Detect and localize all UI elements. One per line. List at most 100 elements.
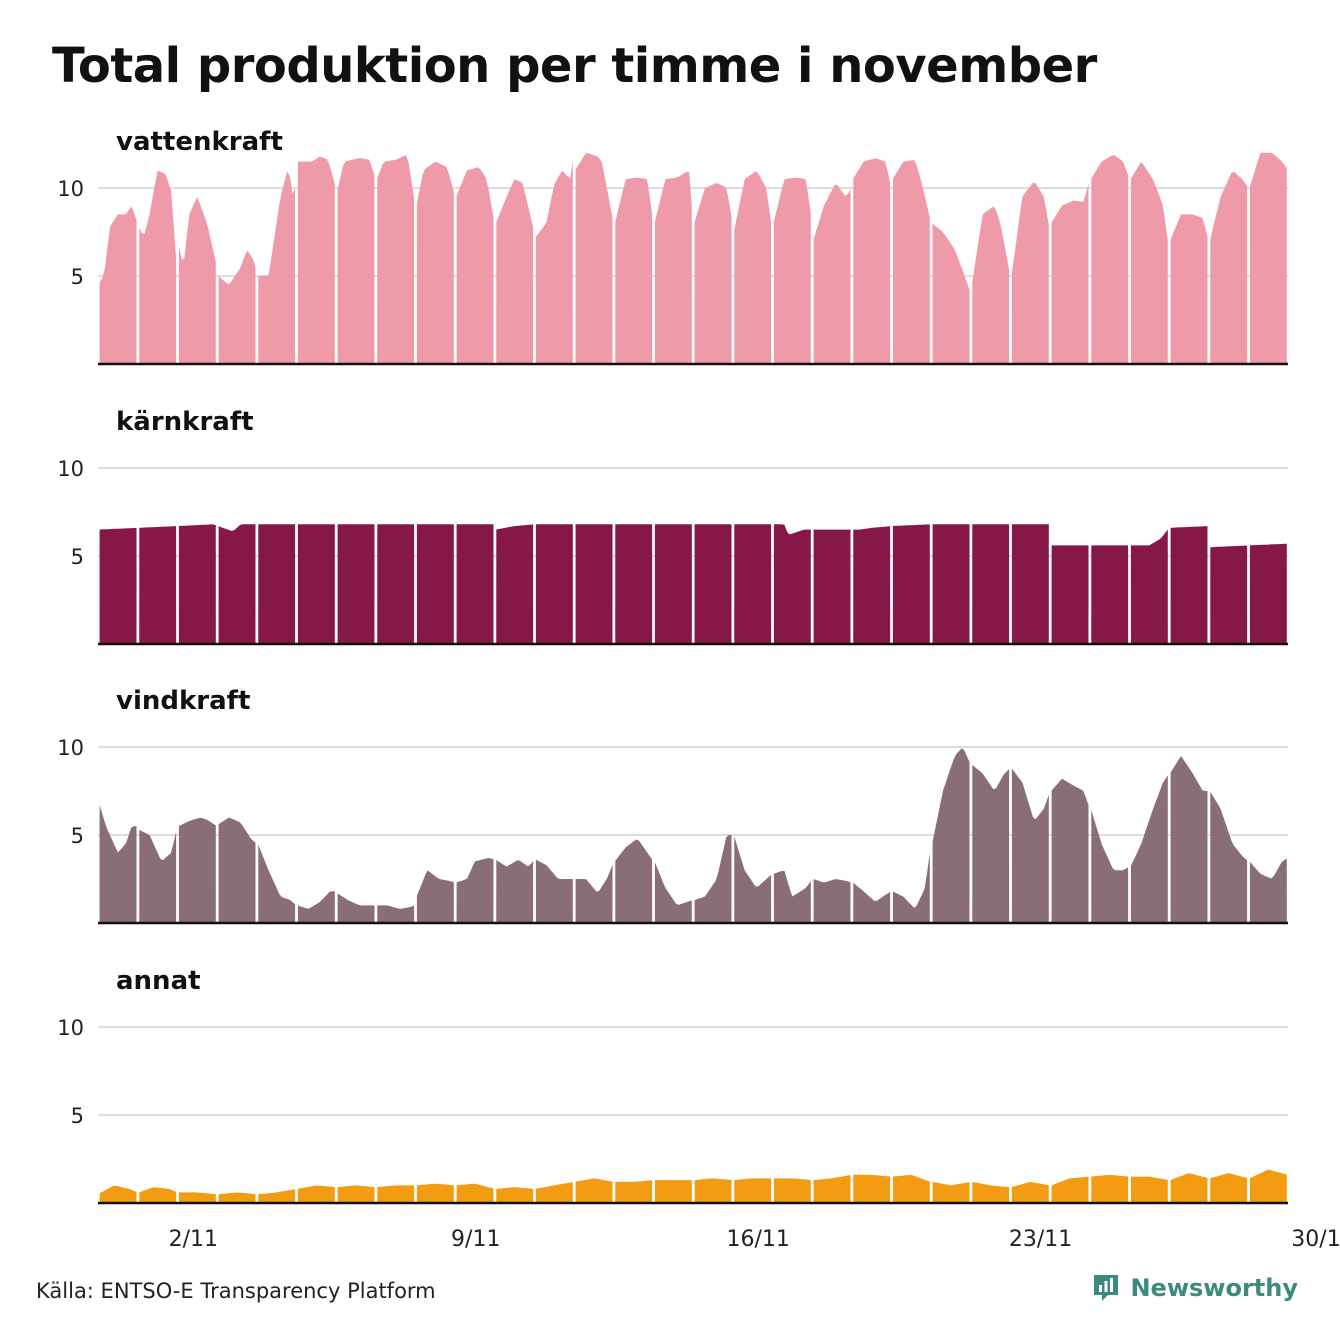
- vindkraft-day-12: [535, 859, 573, 923]
- vattenkraft-day-28: [1170, 214, 1208, 364]
- kärnkraft-day-5: [258, 524, 296, 644]
- annat-day-19: [813, 1175, 851, 1203]
- kärnkraft-day-1: [99, 527, 137, 644]
- annat-day-20: [853, 1174, 891, 1203]
- x-tick-label: 16/11: [726, 1227, 789, 1252]
- vattenkraft-day-20: [853, 158, 891, 364]
- vattenkraft-day-4: [218, 250, 256, 364]
- kärnkraft-day-26: [1091, 545, 1129, 644]
- panel-vattenkraft: vattenkraft 5 10: [57, 127, 1288, 366]
- vattenkraft-day-23: [972, 206, 1010, 364]
- kärnkraft-day-21: [892, 524, 930, 644]
- annat-day-24: [1011, 1181, 1049, 1203]
- vattenkraft-day-15: [654, 171, 692, 364]
- vattenkraft-day-24: [1011, 182, 1049, 364]
- kärnkraft-day-9: [416, 524, 454, 644]
- kärnkraft-day-13: [575, 524, 613, 644]
- vindkraft-day-3: [178, 817, 216, 923]
- panel-kärnkraft: kärnkraft 5 10: [57, 407, 1288, 646]
- vattenkraft-day-6: [297, 157, 335, 364]
- kärnkraft-day-17: [734, 524, 772, 644]
- vattenkraft-day-8: [377, 155, 415, 364]
- annat-day-28: [1170, 1173, 1208, 1203]
- chart-area: vattenkraft510kärnkraft510vindkraft510an…: [57, 127, 1340, 1252]
- y-tick-label: 5: [71, 1104, 84, 1128]
- vindkraft-day-10: [456, 858, 494, 923]
- annat-day-2: [139, 1187, 177, 1203]
- kärnkraft-day-24: [1011, 524, 1049, 644]
- annat-day-29: [1210, 1173, 1248, 1203]
- annat-day-27: [1130, 1176, 1168, 1203]
- annat-day-7: [337, 1185, 375, 1203]
- vattenkraft-day-30: [1249, 152, 1287, 364]
- vattenkraft-day-18: [773, 177, 811, 364]
- vindkraft-day-13: [575, 864, 613, 923]
- panel-vindkraft: vindkraft 5 10: [57, 686, 1288, 925]
- kärnkraft-day-11: [496, 524, 534, 644]
- brand-name: Newsworthy: [1130, 1274, 1298, 1302]
- kärnkraft-day-29: [1210, 545, 1248, 644]
- annat-day-8: [377, 1185, 415, 1203]
- vattenkraft-day-17: [734, 171, 772, 364]
- kärnkraft-day-4: [218, 524, 256, 644]
- vindkraft-day-30: [1249, 858, 1287, 923]
- annat-day-12: [535, 1182, 573, 1203]
- vattenkraft-day-3: [178, 197, 216, 364]
- kärnkraft-day-16: [694, 524, 732, 644]
- annat-day-14: [615, 1180, 653, 1203]
- source-note: Källa: ENTSO-E Transparency Platform: [36, 1279, 436, 1303]
- brand-logo[interactable]: Newsworthy: [1092, 1273, 1298, 1303]
- x-tick-label: 23/11: [1009, 1227, 1072, 1252]
- y-tick-label: 10: [57, 457, 84, 481]
- kärnkraft-day-12: [535, 524, 573, 644]
- annat-day-11: [496, 1187, 534, 1203]
- chart-title: Total produktion per timme i november: [52, 38, 1097, 94]
- panel-label-vindkraft: vindkraft: [116, 686, 250, 716]
- annat-day-22: [932, 1182, 970, 1203]
- vindkraft-day-2: [139, 829, 177, 923]
- vattenkraft-day-26: [1091, 155, 1129, 364]
- vattenkraft-day-1: [99, 206, 137, 364]
- annat-day-15: [654, 1180, 692, 1203]
- kärnkraft-day-10: [456, 524, 494, 644]
- vattenkraft-day-9: [416, 161, 454, 364]
- vattenkraft-day-16: [694, 183, 732, 364]
- annat-day-3: [178, 1192, 216, 1203]
- annat-day-26: [1091, 1174, 1129, 1203]
- panel-label-annat: annat: [116, 966, 201, 996]
- x-tick-label: 9/11: [451, 1227, 500, 1252]
- vattenkraft-day-19: [813, 184, 851, 364]
- vattenkraft-day-27: [1130, 161, 1168, 364]
- vindkraft-day-25: [1051, 778, 1089, 923]
- x-tick-label: 2/11: [169, 1227, 218, 1252]
- kärnkraft-day-25: [1051, 545, 1089, 644]
- vindkraft-day-20: [853, 882, 891, 923]
- annat-day-23: [972, 1182, 1010, 1203]
- kärnkraft-day-6: [297, 524, 335, 644]
- vindkraft-day-8: [377, 905, 415, 923]
- vindkraft-day-27: [1130, 775, 1168, 923]
- annat-day-5: [258, 1189, 296, 1203]
- vattenkraft-day-2: [139, 170, 177, 364]
- kärnkraft-day-2: [139, 526, 177, 644]
- y-tick-label: 5: [71, 265, 84, 289]
- kärnkraft-day-18: [773, 524, 811, 644]
- vindkraft-day-22: [932, 748, 970, 923]
- kärnkraft-day-23: [972, 524, 1010, 644]
- vindkraft-day-7: [337, 893, 375, 923]
- vattenkraft-day-13: [575, 152, 613, 364]
- vindkraft-day-1: [99, 805, 137, 923]
- y-tick-label: 5: [71, 545, 84, 569]
- vattenkraft-day-7: [337, 158, 375, 364]
- vattenkraft-day-21: [892, 160, 930, 364]
- vindkraft-day-18: [773, 871, 811, 923]
- annat-day-17: [734, 1178, 772, 1203]
- y-tick-label: 10: [57, 1016, 84, 1040]
- panel-label-kärnkraft: kärnkraft: [116, 407, 254, 437]
- vattenkraft-day-29: [1210, 171, 1248, 364]
- vindkraft-day-21: [892, 852, 930, 923]
- kärnkraft-day-22: [932, 524, 970, 644]
- vindkraft-day-9: [416, 870, 454, 923]
- vindkraft-day-26: [1091, 809, 1129, 923]
- annat-day-25: [1051, 1176, 1089, 1203]
